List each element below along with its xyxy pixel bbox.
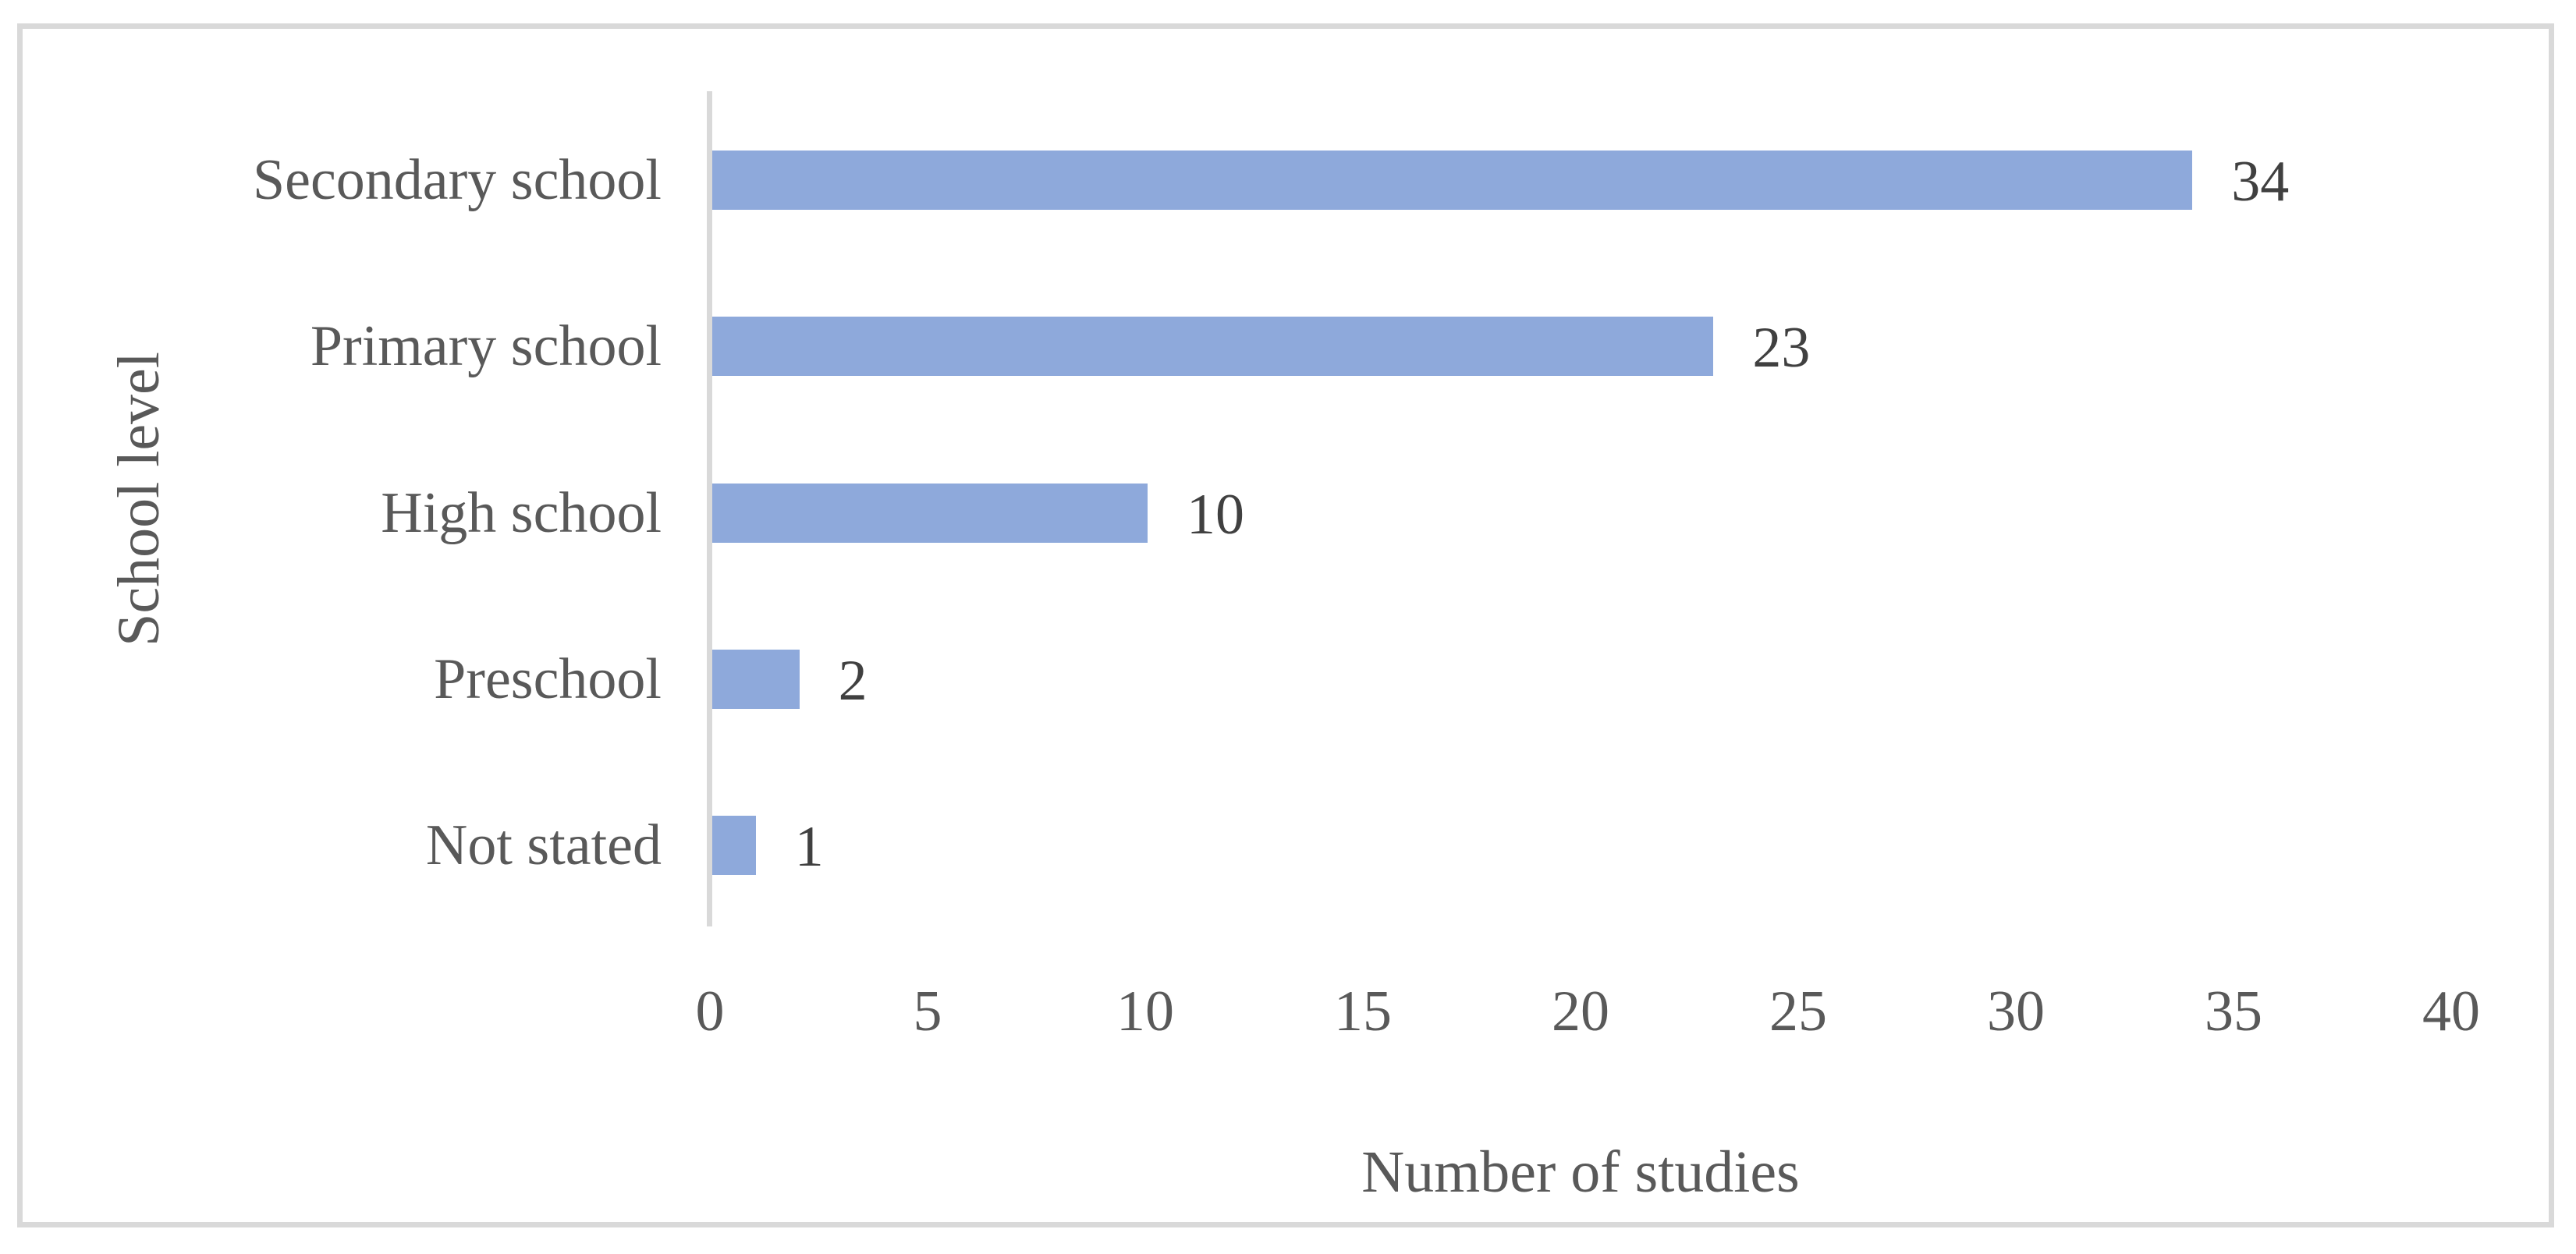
category-label: Primary school (310, 314, 662, 379)
x-tick-label: 35 (2205, 979, 2262, 1043)
bar-value-label: 2 (838, 648, 868, 713)
x-tick-label: 20 (1552, 979, 1609, 1043)
category-label: Preschool (434, 646, 662, 711)
category-label: High school (381, 480, 662, 545)
x-tick-label: 0 (695, 979, 725, 1043)
x-axis-title: Number of studies (1361, 1139, 1800, 1205)
category-label: Secondary school (252, 148, 662, 212)
x-tick-label: 15 (1334, 979, 1392, 1043)
bar (712, 649, 800, 709)
bar-value-label: 10 (1187, 482, 1244, 547)
x-tick-label: 5 (913, 979, 942, 1043)
bar (712, 483, 1148, 543)
y-axis-line (707, 91, 712, 926)
bar (712, 317, 1714, 377)
bar-value-label: 23 (1752, 316, 1811, 381)
x-tick-label: 30 (1987, 979, 2045, 1043)
bar (712, 151, 2193, 210)
bar-value-label: 1 (794, 815, 824, 879)
chart-frame (17, 23, 2554, 1227)
bar (712, 816, 756, 875)
category-label: Not stated (425, 813, 662, 877)
x-tick-label: 10 (1116, 979, 1174, 1043)
x-tick-label: 40 (2422, 979, 2480, 1043)
x-tick-label: 25 (1769, 979, 1827, 1043)
bar-value-label: 34 (2231, 150, 2290, 214)
y-axis-title: School level (106, 352, 172, 646)
